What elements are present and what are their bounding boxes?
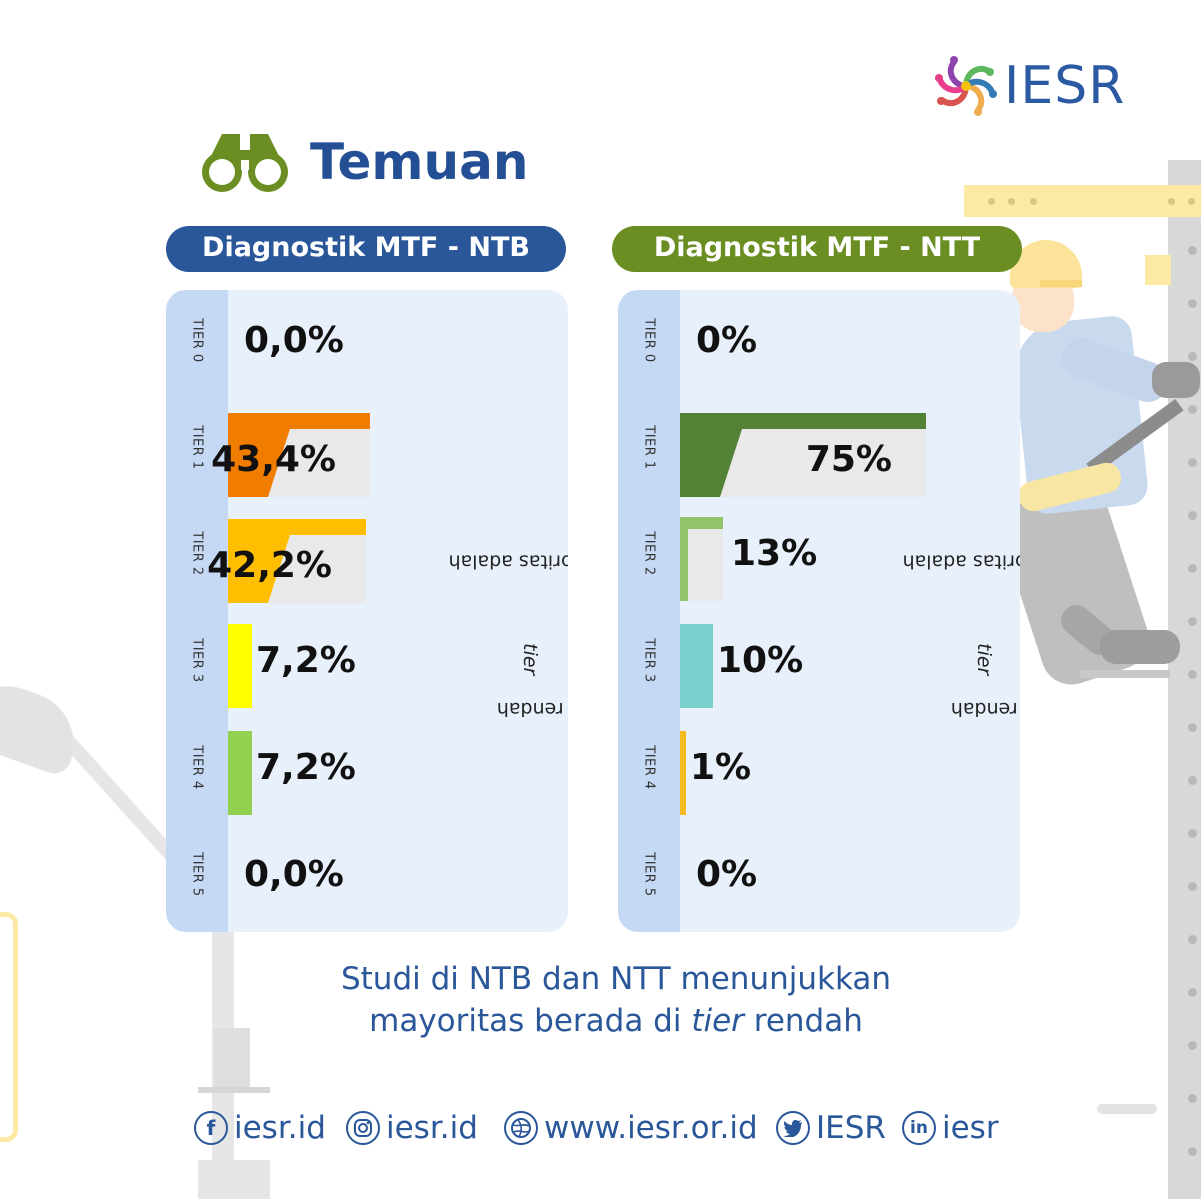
- twitter-icon: [776, 1111, 810, 1145]
- instagram-link[interactable]: iesr.id: [346, 1106, 478, 1150]
- ntb-bar-tier-4: [228, 731, 252, 815]
- facebook-link[interactable]: f iesr.id: [194, 1106, 326, 1150]
- pole-bolt: [1188, 617, 1197, 626]
- website-link[interactable]: www.iesr.or.id: [504, 1106, 758, 1150]
- worker-boot: [1100, 630, 1180, 664]
- binoculars-icon: [202, 134, 288, 192]
- ntb-chart-panel: TIER 0 TIER 1 TIER 2 TIER 3 TIER 4 TIER …: [166, 290, 568, 932]
- ntt-bar-label-bg-1: [720, 429, 926, 497]
- logo-text: IESR: [1004, 56, 1126, 116]
- ntt-value-label-tier-1: 75%: [805, 439, 892, 480]
- summary-line-1: Studi di NTB dan NTT menunjukkan: [340, 961, 892, 997]
- ntt-bar-tier-4: [680, 731, 686, 815]
- street-lamp-foot: [198, 1087, 270, 1093]
- ntb-tier-axis: TIER 0 TIER 1 TIER 2 TIER 3 TIER 4 TIER …: [166, 290, 228, 932]
- ntt-value-label-tier-0: 0%: [696, 320, 758, 361]
- pole-bolt: [1188, 1094, 1197, 1103]
- ntt-bar-tier-3: [680, 624, 713, 708]
- page-title: Temuan: [310, 133, 529, 191]
- ntt-chart-title: Diagnostik MTF - NTT: [612, 226, 1022, 272]
- instagram-icon: [346, 1111, 380, 1145]
- pole-bolt: [1188, 829, 1197, 838]
- ntt-value-label-tier-5: 0%: [696, 854, 758, 895]
- tier-label: TIER 0: [641, 317, 657, 363]
- iesr-logo-mark: [935, 56, 997, 116]
- ntb-value-label-tier-3: 7,2%: [256, 640, 356, 681]
- iesr-logo: IESR: [930, 50, 1140, 122]
- ntb-side-note: Mayoritas adalah tier rendah: [448, 550, 568, 720]
- pole-bolt: [1188, 935, 1197, 944]
- tier-label: TIER 3: [189, 637, 205, 683]
- pole-bolt: [1188, 882, 1197, 891]
- street-lamp-foot: [198, 1160, 270, 1199]
- ntb-value-label-tier-4: 7,2%: [256, 747, 356, 788]
- ntt-tier-axis: TIER 0 TIER 1 TIER 2 TIER 3 TIER 4 TIER …: [618, 290, 680, 932]
- tier-label: TIER 0: [189, 317, 205, 363]
- crossbar-bolt: [1188, 198, 1195, 205]
- ntt-bar-label-bg-2: [688, 529, 723, 601]
- linkedin-icon: in: [902, 1111, 936, 1145]
- utility-pole: [1168, 160, 1201, 1199]
- ladder-illustration: [0, 912, 18, 1142]
- pole-bolt: [1188, 723, 1197, 732]
- ntb-value-label-tier-5: 0,0%: [244, 854, 344, 895]
- pole-bolt: [1188, 511, 1197, 520]
- pole-bolt: [1188, 1041, 1197, 1050]
- tier-label: TIER 4: [189, 744, 205, 790]
- street-lamp-head: [0, 671, 89, 779]
- crossbar-bolt: [1008, 198, 1015, 205]
- pole-bolt: [1188, 246, 1197, 255]
- worker-glove: [1152, 362, 1200, 398]
- pole-bolt: [1188, 1147, 1197, 1156]
- summary-line-2: mayoritas berada di tier rendah: [369, 1003, 863, 1039]
- pole-bolt: [1188, 564, 1197, 573]
- tier-label: TIER 5: [189, 851, 205, 897]
- tier-label: TIER 4: [641, 744, 657, 790]
- tier-label: TIER 2: [641, 530, 657, 576]
- pole-bolt: [1188, 352, 1197, 361]
- globe-icon: [504, 1111, 538, 1145]
- ntt-side-note: Mayoritas adalah tier rendah: [902, 550, 1020, 720]
- crossbar-bolt: [1030, 198, 1037, 205]
- pole-bolt: [1188, 776, 1197, 785]
- worker-helmet-brim: [1040, 280, 1082, 287]
- summary-text: Studi di NTB dan NTT menunjukkan mayorit…: [160, 958, 1072, 1042]
- tier-label: TIER 5: [641, 851, 657, 897]
- pole-bolt: [1188, 458, 1197, 467]
- pole-bracket: [1145, 255, 1171, 285]
- pole-crossbar: [964, 185, 1201, 217]
- street-lamp-base: [214, 1028, 250, 1090]
- ntt-value-label-tier-2: 13%: [731, 533, 818, 574]
- pole-bolt: [1188, 670, 1197, 679]
- pole-foot-peg: [1080, 670, 1170, 678]
- ntt-chart-panel: TIER 0 TIER 1 TIER 2 TIER 3 TIER 4 TIER …: [618, 290, 1020, 932]
- ntb-value-label-tier-0: 0,0%: [244, 320, 344, 361]
- crossbar-bolt: [1168, 198, 1175, 205]
- twitter-link[interactable]: IESR: [776, 1106, 886, 1150]
- social-footer: f iesr.id iesr.id www.iesr.or.id IESR in…: [194, 1106, 1014, 1150]
- ntb-chart-title: Diagnostik MTF - NTB: [166, 226, 566, 272]
- pole-bolt: [1188, 299, 1197, 308]
- ntb-value-label-tier-2: 42,2%: [207, 545, 332, 586]
- ntb-value-label-tier-1: 43,4%: [211, 439, 336, 480]
- pole-bolt: [1188, 988, 1197, 997]
- ntt-value-label-tier-3: 10%: [717, 640, 804, 681]
- crossbar-bolt: [988, 198, 995, 205]
- facebook-icon: f: [194, 1111, 228, 1145]
- tier-label: TIER 1: [641, 424, 657, 470]
- ntb-bar-tier-3: [228, 624, 252, 708]
- pole-step: [1097, 1104, 1157, 1114]
- pole-bolt: [1188, 405, 1197, 414]
- linkedin-link[interactable]: in iesr: [902, 1106, 999, 1150]
- ntt-value-label-tier-4: 1%: [690, 747, 752, 788]
- tier-label: TIER 3: [641, 637, 657, 683]
